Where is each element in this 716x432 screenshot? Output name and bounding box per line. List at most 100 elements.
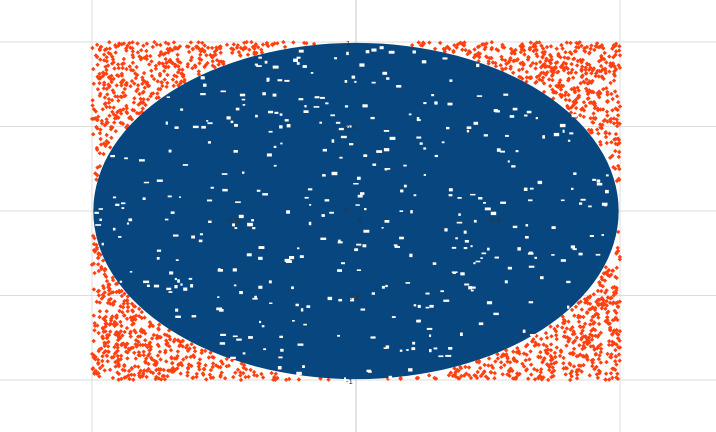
outside-point (585, 301, 590, 306)
outside-point (533, 47, 538, 52)
outside-point (544, 44, 550, 50)
outside-point (145, 97, 151, 102)
gap-speck (321, 214, 325, 217)
outside-point (142, 315, 147, 320)
outside-point (128, 45, 133, 50)
outside-point (549, 334, 554, 339)
outside-point (574, 45, 579, 50)
outside-point (127, 347, 132, 352)
outside-point (106, 292, 112, 297)
outside-point (494, 47, 499, 52)
outside-point (561, 355, 566, 361)
outside-point (235, 43, 241, 48)
outside-point (588, 322, 593, 327)
gap-speck (165, 121, 168, 125)
outside-point (587, 88, 592, 93)
outside-point (93, 116, 98, 121)
gap-speck (383, 347, 387, 349)
outside-point (97, 151, 102, 156)
outside-point (558, 64, 564, 70)
gap-speck (476, 95, 483, 97)
outside-point (561, 60, 567, 65)
outside-point (448, 370, 453, 375)
gap-speck (221, 173, 228, 175)
outside-point (142, 368, 147, 373)
outside-point (169, 60, 174, 65)
outside-point (157, 349, 163, 354)
outside-point (524, 367, 530, 372)
gap-speck (262, 193, 268, 196)
outside-point (188, 40, 194, 45)
gap-speck (331, 139, 335, 143)
outside-point (608, 354, 613, 360)
gap-speck (142, 197, 146, 200)
outside-point (135, 87, 140, 92)
outside-point (163, 348, 168, 353)
outside-point (595, 106, 600, 111)
outside-point (146, 366, 151, 372)
outside-point (574, 369, 579, 375)
outside-point (603, 290, 608, 295)
gap-speck (291, 286, 294, 290)
outside-point (563, 334, 568, 340)
outside-point (118, 357, 123, 362)
outside-point (489, 40, 494, 45)
outside-point (556, 53, 561, 58)
gap-speck (362, 104, 368, 108)
outside-point (554, 333, 559, 338)
outside-point (571, 56, 576, 62)
gap-speck (466, 126, 472, 129)
outside-point (580, 346, 585, 352)
outside-point (477, 51, 483, 56)
outside-point (531, 337, 536, 342)
outside-point (136, 371, 142, 376)
outside-point (170, 77, 176, 82)
outside-point (582, 48, 587, 53)
outside-point (546, 77, 552, 82)
outside-point (103, 143, 108, 149)
gap-speck (466, 129, 470, 133)
outside-point (562, 55, 567, 60)
outside-point (269, 370, 274, 376)
outside-point (540, 360, 545, 365)
gap-speck (605, 189, 609, 194)
gap-speck (562, 129, 565, 133)
outside-point (158, 51, 164, 57)
outside-point (92, 270, 97, 276)
outside-point (617, 53, 623, 58)
outside-point (136, 364, 141, 369)
outside-point (122, 93, 127, 99)
outside-point (610, 301, 615, 306)
outside-point (164, 84, 169, 89)
outside-point (503, 66, 508, 71)
outside-point (130, 316, 136, 322)
gap-speck (391, 316, 396, 318)
gap-speck (207, 199, 213, 202)
gap-speck (191, 315, 197, 318)
outside-point (245, 52, 251, 57)
outside-point (197, 61, 202, 66)
outside-point (128, 334, 133, 339)
gap-speck (524, 114, 528, 117)
outside-point (114, 315, 119, 320)
outside-point (105, 359, 110, 364)
gap-speck (248, 336, 253, 339)
outside-point (463, 47, 468, 53)
gap-speck (119, 280, 123, 283)
outside-point (512, 358, 517, 363)
outside-point (137, 314, 142, 319)
outside-point (581, 340, 587, 345)
outside-point (106, 75, 112, 80)
outside-point (520, 42, 525, 47)
outside-point (230, 50, 235, 55)
outside-point (560, 46, 565, 51)
outside-point (507, 373, 512, 379)
outside-point (524, 69, 529, 75)
gap-speck (493, 312, 499, 316)
outside-point (536, 354, 541, 359)
outside-point (226, 363, 231, 368)
outside-point (106, 140, 111, 145)
outside-point (171, 40, 177, 45)
outside-point (472, 373, 477, 378)
outside-point (569, 307, 575, 313)
